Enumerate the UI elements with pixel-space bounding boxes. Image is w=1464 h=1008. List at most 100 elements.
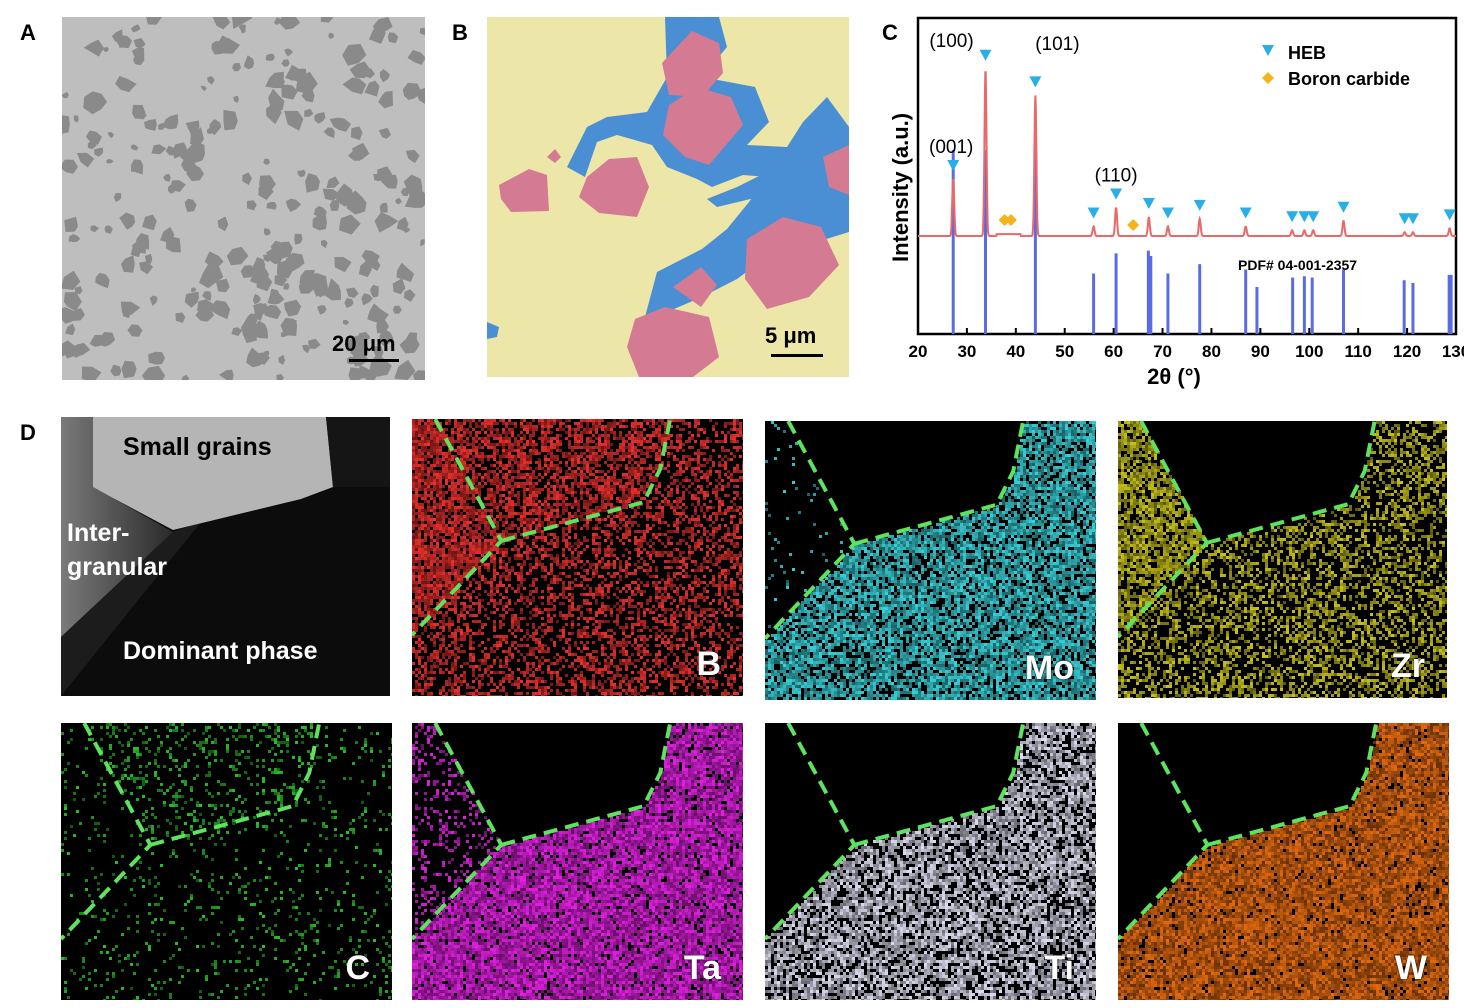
eds-pixel bbox=[562, 479, 565, 482]
eds-pixel bbox=[658, 602, 661, 605]
eds-pixel bbox=[709, 569, 712, 572]
eds-pixel bbox=[445, 611, 448, 614]
eds-pixel bbox=[421, 521, 424, 524]
eds-pixel bbox=[604, 506, 607, 509]
eds-pixel bbox=[607, 446, 610, 449]
eds-pixel bbox=[571, 476, 574, 479]
eds-pixel bbox=[424, 560, 427, 563]
eds-pixel bbox=[706, 506, 709, 509]
eds-pixel bbox=[463, 422, 466, 425]
eds-pixel bbox=[436, 476, 439, 479]
eds-pixel bbox=[490, 482, 493, 485]
eds-pixel bbox=[481, 461, 484, 464]
eds-pixel bbox=[496, 524, 499, 527]
eds-pixel bbox=[661, 422, 664, 425]
eds-pixel bbox=[439, 422, 442, 425]
eds-pixel bbox=[436, 539, 439, 542]
eds-pixel bbox=[415, 620, 418, 623]
eds-pixel bbox=[586, 545, 589, 548]
eds-pixel bbox=[466, 518, 469, 521]
eds-pixel bbox=[499, 479, 502, 482]
eds-pixel bbox=[421, 527, 424, 530]
eds-pixel bbox=[610, 485, 613, 488]
eds-pixel bbox=[451, 641, 454, 644]
eds-pixel bbox=[562, 509, 565, 512]
eds-pixel bbox=[430, 596, 433, 599]
eds-pixel bbox=[457, 614, 460, 617]
eds-pixel bbox=[703, 587, 706, 590]
eds-pixel bbox=[439, 479, 442, 482]
eds-pixel bbox=[715, 494, 718, 497]
eds-pixel bbox=[529, 458, 532, 461]
eds-pixel bbox=[697, 419, 700, 422]
eds-pixel bbox=[547, 620, 550, 623]
grain bbox=[263, 228, 271, 236]
eds-pixel bbox=[436, 536, 439, 539]
eds-pixel bbox=[613, 461, 616, 464]
eds-pixel bbox=[418, 578, 421, 581]
eds-pixel bbox=[586, 521, 589, 524]
eds-pixel bbox=[502, 623, 505, 626]
eds-pixel bbox=[631, 443, 634, 446]
eds-pixel bbox=[529, 494, 532, 497]
eds-pixel bbox=[685, 455, 688, 458]
eds-pixel bbox=[688, 422, 691, 425]
eds-pixel bbox=[424, 533, 427, 536]
grain bbox=[269, 288, 280, 301]
eds-pixel bbox=[574, 437, 577, 440]
x-tick-label: 30 bbox=[957, 342, 976, 361]
eds-pixel bbox=[430, 491, 433, 494]
eds-pixel bbox=[541, 566, 544, 569]
eds-pixel bbox=[586, 500, 589, 503]
eds-pixel bbox=[679, 443, 682, 446]
eds-pixel bbox=[685, 515, 688, 518]
eds-pixel bbox=[418, 440, 421, 443]
eds-pixel bbox=[571, 599, 574, 602]
eds-pixel bbox=[667, 446, 670, 449]
eds-pixel bbox=[487, 509, 490, 512]
eds-pixel bbox=[412, 524, 415, 527]
eds-pixel bbox=[664, 608, 667, 611]
eds-pixel bbox=[499, 578, 502, 581]
eds-pixel bbox=[667, 629, 670, 632]
eds-pixel bbox=[520, 524, 523, 527]
eds-pixel bbox=[460, 425, 463, 428]
eds-pixel bbox=[430, 548, 433, 551]
eds-pixel bbox=[547, 428, 550, 431]
eds-pixel bbox=[658, 596, 661, 599]
eds-pixel bbox=[415, 485, 418, 488]
eds-pixel bbox=[517, 503, 520, 506]
eds-pixel bbox=[427, 494, 430, 497]
eds-pixel bbox=[616, 530, 619, 533]
eds-pixel bbox=[631, 464, 634, 467]
eds-pixel bbox=[685, 632, 688, 635]
eds-pixel bbox=[655, 608, 658, 611]
eds-pixel bbox=[421, 503, 424, 506]
eds-pixel bbox=[661, 554, 664, 557]
eds-pixel bbox=[565, 509, 568, 512]
eds-pixel bbox=[442, 434, 445, 437]
eds-pixel bbox=[535, 482, 538, 485]
eds-pixel bbox=[457, 560, 460, 563]
eds-pixel bbox=[736, 464, 739, 467]
eds-pixel bbox=[460, 611, 463, 614]
eds-pixel bbox=[484, 518, 487, 521]
eds-pixel bbox=[535, 497, 538, 500]
eds-pixel bbox=[583, 569, 586, 572]
eds-pixel bbox=[520, 533, 523, 536]
eds-pixel bbox=[739, 431, 742, 434]
eds-pixel bbox=[508, 629, 511, 632]
eds-pixel bbox=[415, 539, 418, 542]
eds-pixel bbox=[457, 533, 460, 536]
eds-pixel bbox=[418, 512, 421, 515]
eds-pixel bbox=[733, 587, 736, 590]
eds-pixel bbox=[460, 485, 463, 488]
eds-pixel bbox=[541, 449, 544, 452]
eds-pixel bbox=[631, 617, 634, 620]
eds-pixel bbox=[448, 530, 451, 533]
eds-pixel bbox=[640, 623, 643, 626]
grain bbox=[195, 306, 214, 322]
eds-pixel bbox=[472, 482, 475, 485]
eds-pixel bbox=[586, 632, 589, 635]
eds-pixel bbox=[655, 455, 658, 458]
